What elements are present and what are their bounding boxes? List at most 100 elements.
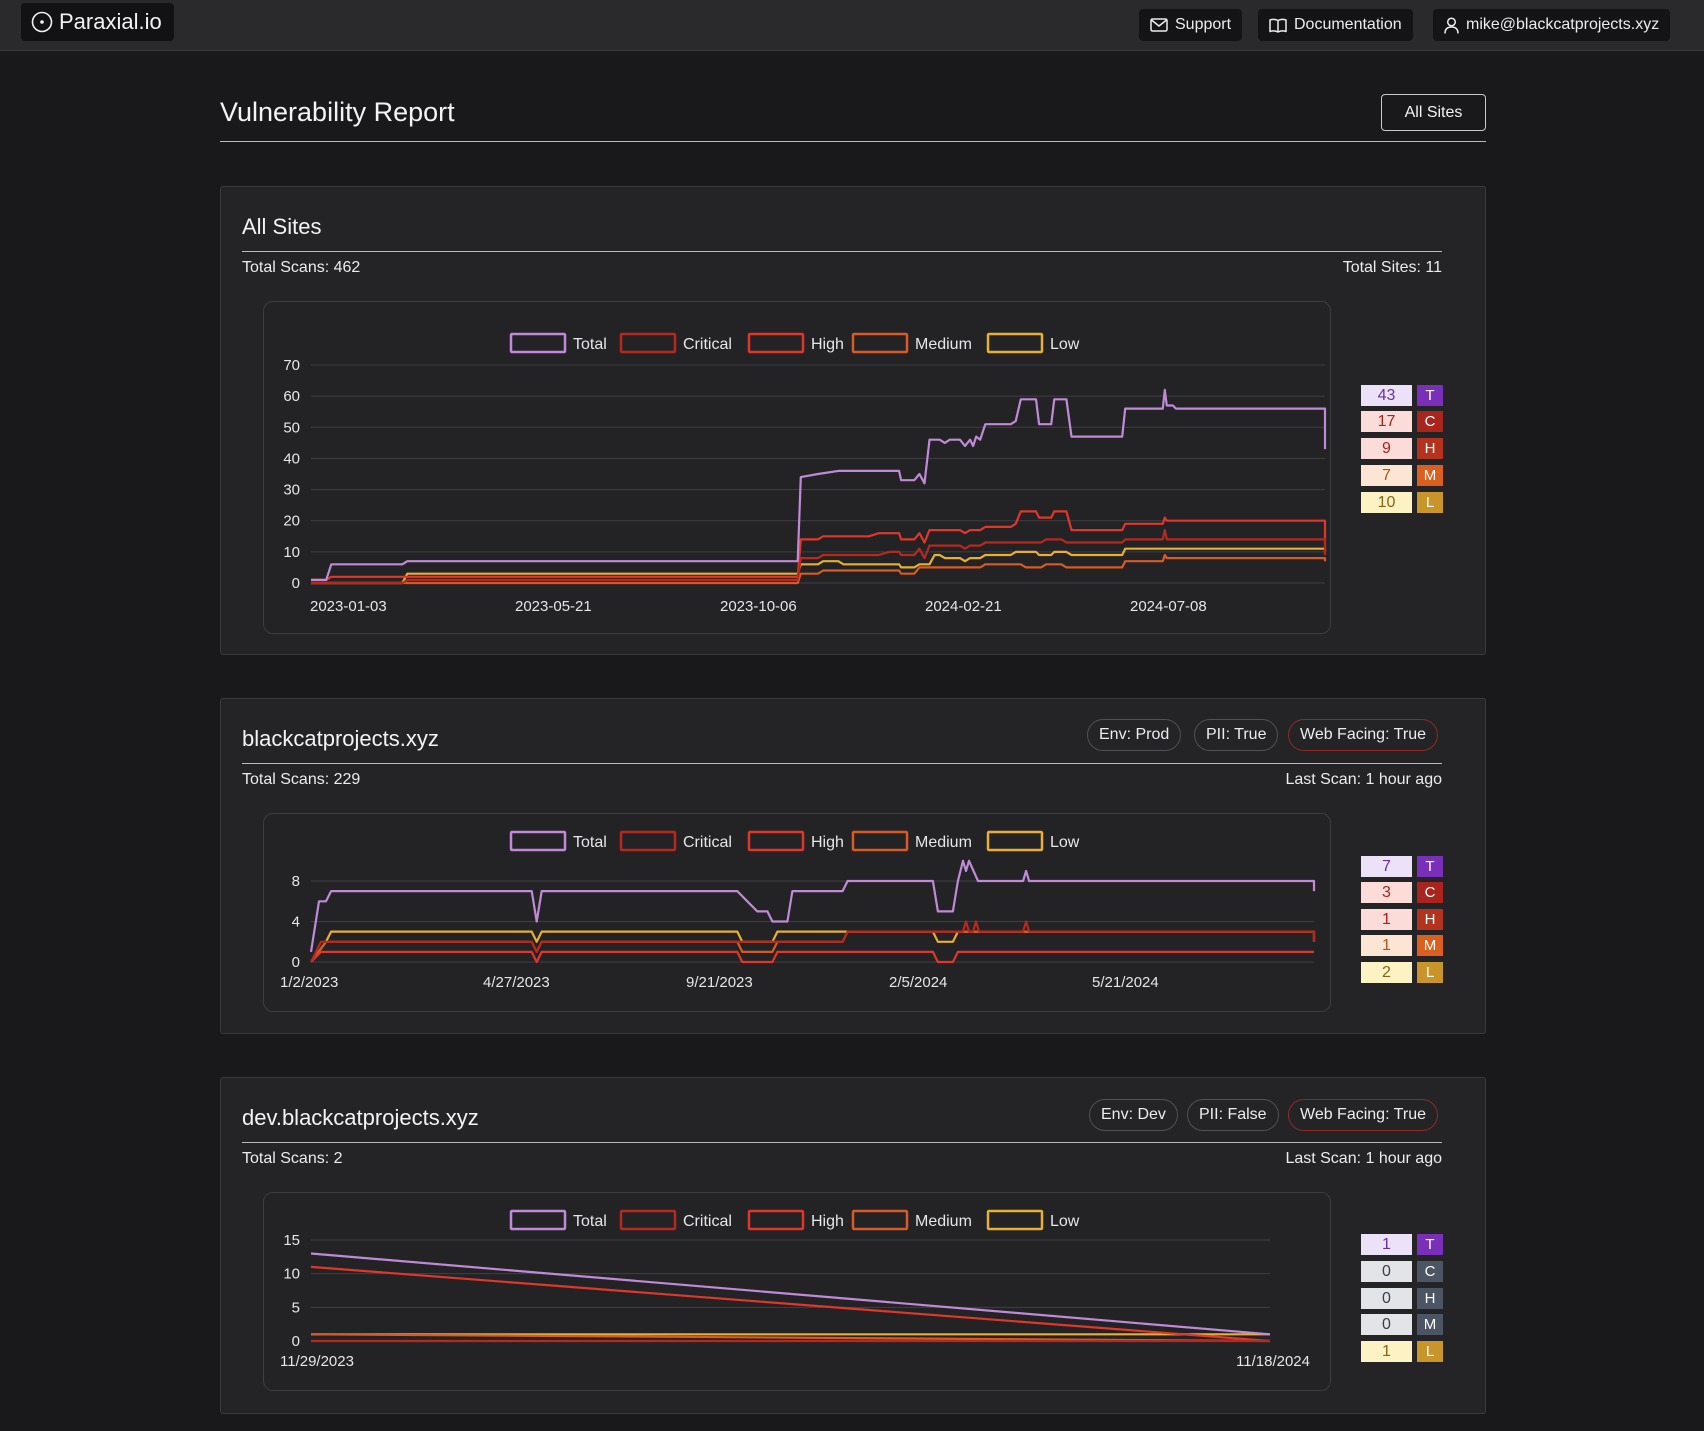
badge-letter: T xyxy=(1417,385,1443,406)
legend-label-critical: Critical xyxy=(683,1213,732,1230)
legend-swatch-high xyxy=(747,1209,805,1231)
card-title: dev.blackcatprojects.xyz xyxy=(242,1105,479,1130)
legend-swatch-critical xyxy=(619,830,677,852)
legend-swatch-critical xyxy=(619,1209,677,1231)
badge-value: 43 xyxy=(1361,385,1412,406)
series-line-critical xyxy=(311,529,1327,585)
card-divider xyxy=(242,1142,1442,1143)
badge-value: 2 xyxy=(1361,962,1412,983)
circle-dot-icon xyxy=(31,11,53,33)
legend-swatch-medium xyxy=(851,332,909,354)
y-tick-label: 30 xyxy=(283,482,300,499)
badge-letter: H xyxy=(1417,438,1443,459)
legend-swatch-low xyxy=(986,1209,1044,1231)
badge-letter: M xyxy=(1417,935,1443,956)
badge-value: 7 xyxy=(1361,465,1412,486)
line-chart: Total Critical High Medium Low 0 4 8 1/2/2023 4/2… xyxy=(280,830,1316,991)
x-tick-label: 2/5/2024 xyxy=(889,974,947,991)
book-icon xyxy=(1269,18,1287,33)
user-account-menu[interactable]: mike@blackcatprojects.xyz xyxy=(1433,9,1671,41)
line-chart: Total Critical High Medium Low 0 5 10 15 11/29/20… xyxy=(280,1209,1310,1370)
site-card-dev-blackcatprojects: dev.blackcatprojects.xyz Env: Dev PII: F… xyxy=(220,1077,1486,1414)
web-facing-pill: Web Facing: True xyxy=(1288,719,1438,751)
last-scan: Last Scan: 1 hour ago xyxy=(1285,1150,1442,1167)
legend-swatch-high xyxy=(747,830,805,852)
badge-letter: C xyxy=(1417,411,1443,432)
badge-letter: T xyxy=(1417,856,1443,877)
pii-pill: PII: False xyxy=(1187,1099,1279,1131)
legend-swatch-total xyxy=(509,830,567,852)
badge-value: 17 xyxy=(1361,411,1412,432)
badge-letter: H xyxy=(1417,909,1443,930)
x-tick-label: 2024-02-21 xyxy=(925,598,1002,615)
legend-swatch-low xyxy=(986,830,1044,852)
all-sites-button[interactable]: All Sites xyxy=(1381,94,1486,131)
support-label: Support xyxy=(1175,16,1232,33)
series-line-medium xyxy=(311,553,1327,585)
series-line-high xyxy=(310,950,1314,964)
badge-value: 3 xyxy=(1361,882,1412,903)
mail-icon xyxy=(1150,18,1168,32)
series-line-total xyxy=(311,388,1327,581)
legend-swatch-medium xyxy=(851,830,909,852)
web-facing-pill: Web Facing: True xyxy=(1288,1099,1438,1131)
series-line-high xyxy=(311,510,1327,581)
y-tick-label: 15 xyxy=(283,1232,300,1249)
y-tick-label: 10 xyxy=(283,1266,300,1283)
series-line-critical xyxy=(310,920,1316,963)
user-icon xyxy=(1444,16,1459,34)
support-link[interactable]: Support xyxy=(1139,9,1243,41)
badge-letter: H xyxy=(1417,1288,1443,1309)
y-tick-label: 5 xyxy=(292,1299,300,1316)
legend-label-low: Low xyxy=(1050,336,1080,353)
badge-letter: L xyxy=(1417,1341,1443,1362)
brand-logo-link[interactable]: Paraxial.io xyxy=(21,3,174,41)
card-divider xyxy=(242,251,1442,252)
series-line-total xyxy=(309,859,1316,953)
legend-label-high: High xyxy=(811,336,844,353)
site-card-all-sites: All Sites Total Scans: 462 Total Sites: … xyxy=(220,186,1486,655)
brand-name: Paraxial.io xyxy=(59,9,162,34)
top-navbar: Paraxial.io Support Documentation mike@b… xyxy=(0,0,1704,51)
y-tick-label: 0 xyxy=(292,575,300,592)
legend-label-low: Low xyxy=(1050,1213,1080,1230)
x-tick-label: 2023-01-03 xyxy=(310,598,387,615)
total-sites: Total Sites: 11 xyxy=(1342,259,1442,276)
line-chart: Total Critical High Medium Low 0 10 20 30 40 50 60 7… xyxy=(283,332,1327,615)
legend-label-total: Total xyxy=(573,1213,607,1230)
vulnerability-chart: Total Critical High Medium Low 0 10 20 30 40 50 60 7… xyxy=(263,301,1331,634)
badge-value: 10 xyxy=(1361,492,1412,513)
documentation-link[interactable]: Documentation xyxy=(1258,9,1413,41)
series-line-total xyxy=(310,1252,1271,1336)
env-pill: Env: Prod xyxy=(1087,719,1182,751)
legend-swatch-high xyxy=(747,332,805,354)
pii-pill: PII: True xyxy=(1194,719,1279,751)
x-tick-label: 2023-05-21 xyxy=(515,598,592,615)
legend-label-high: High xyxy=(811,834,844,851)
badge-value: 0 xyxy=(1361,1288,1412,1309)
documentation-label: Documentation xyxy=(1294,16,1402,33)
badge-total: 43 T xyxy=(1361,385,1443,406)
legend-label-medium: Medium xyxy=(915,834,972,851)
badge-value: 1 xyxy=(1361,1341,1412,1362)
y-tick-label: 8 xyxy=(292,873,300,890)
legend-swatch-low xyxy=(986,332,1044,354)
badge-letter: C xyxy=(1417,882,1443,903)
series-line-medium xyxy=(310,1333,1271,1343)
badge-letter: T xyxy=(1417,1234,1443,1255)
vulnerability-chart: Total Critical High Medium Low 0 4 8 1/2/2023 4/2… xyxy=(263,813,1331,1012)
badge-value: 1 xyxy=(1361,935,1412,956)
x-tick-label: 9/21/2023 xyxy=(686,974,753,991)
badge-value: 7 xyxy=(1361,856,1412,877)
series-line-low xyxy=(310,930,1316,963)
y-tick-label: 0 xyxy=(292,1333,300,1350)
